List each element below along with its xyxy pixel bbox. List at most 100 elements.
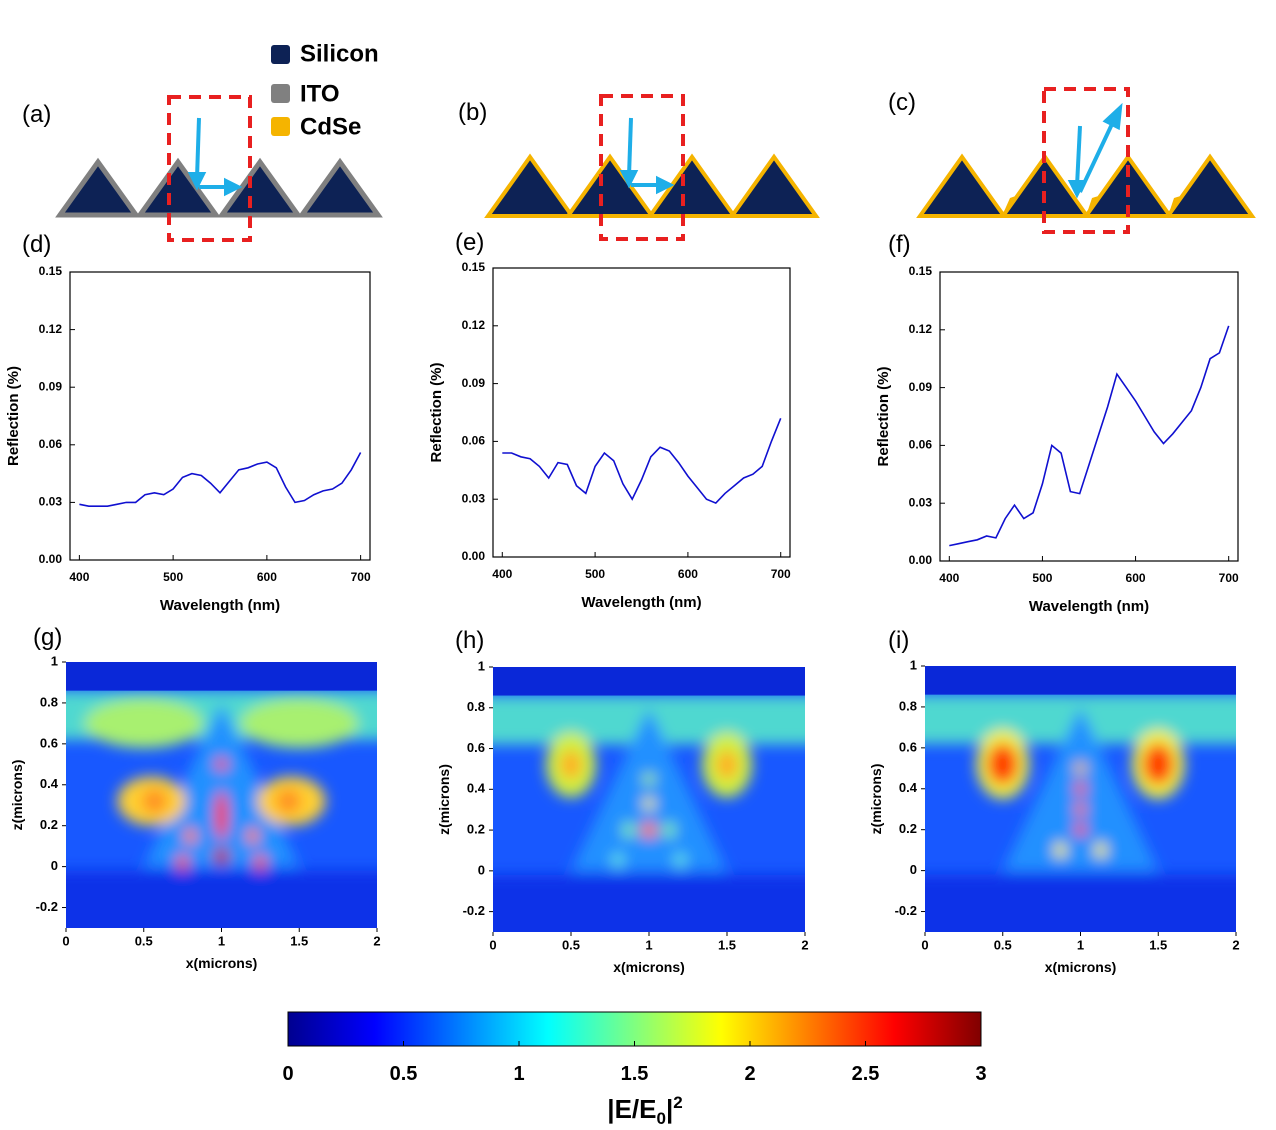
field-spot bbox=[1142, 743, 1174, 785]
x-tick-label: 0 bbox=[489, 937, 496, 952]
colorbar-tick-label: 1.5 bbox=[621, 1063, 649, 1085]
field-spot bbox=[622, 821, 635, 839]
pyramids-cdse bbox=[484, 153, 820, 218]
line bbox=[79, 452, 362, 507]
panel-label: (e) bbox=[455, 229, 484, 256]
x-tick-label: 2 bbox=[801, 937, 808, 952]
y-tick-label: 0.6 bbox=[40, 735, 58, 750]
x-tick-label: 600 bbox=[257, 570, 277, 584]
y-tick-label: -0.2 bbox=[463, 903, 485, 918]
y-tick-label: 0.12 bbox=[39, 322, 63, 336]
x-tick-label: 1.5 bbox=[290, 933, 308, 948]
y-tick-label: 0.4 bbox=[40, 776, 59, 791]
y-tick-label: 0.00 bbox=[39, 552, 63, 566]
y-tick-label: 0.15 bbox=[909, 264, 933, 278]
panel-label: (i) bbox=[888, 627, 909, 654]
field-spot bbox=[1074, 782, 1087, 795]
field-core bbox=[571, 707, 727, 871]
y-axis-label: z(microns) bbox=[9, 760, 25, 831]
y-tick-label: 0.03 bbox=[462, 491, 486, 505]
arrows bbox=[187, 102, 1123, 199]
legend-label: Silicon bbox=[300, 40, 379, 67]
x-tick-label: 1.5 bbox=[718, 937, 736, 952]
y-tick-label: 0.15 bbox=[39, 264, 63, 278]
field-spot bbox=[176, 854, 189, 871]
field bbox=[925, 666, 1236, 932]
field-spot bbox=[673, 852, 687, 869]
field-spot bbox=[254, 854, 267, 871]
y-tick-label: 0.06 bbox=[909, 438, 933, 452]
y-tick-label: 0.06 bbox=[39, 437, 63, 451]
panel-label: (c) bbox=[888, 89, 916, 116]
field-map bbox=[925, 666, 1236, 932]
y-tick-label: 0.4 bbox=[467, 781, 486, 796]
field-spot bbox=[611, 852, 625, 869]
plot-frame bbox=[492, 267, 791, 558]
y-tick-label: 0.09 bbox=[39, 379, 63, 393]
y-tick-label: -0.2 bbox=[895, 903, 917, 918]
panel-label: (d) bbox=[22, 231, 51, 258]
y-axis-label: z(microns) bbox=[868, 764, 884, 835]
field-spot bbox=[240, 698, 359, 748]
panel-label: (a) bbox=[22, 101, 51, 128]
y-tick-label: 1 bbox=[910, 657, 917, 672]
y-tick-label: 0.8 bbox=[40, 694, 58, 709]
field-spot bbox=[987, 743, 1019, 785]
x-axis-label: x(microns) bbox=[1045, 959, 1117, 975]
field-blobs bbox=[925, 694, 1236, 932]
diagram: (a) (b) (c) Silicon ITO CdSe bbox=[22, 40, 1256, 242]
y-tick-label: 0.12 bbox=[909, 322, 933, 336]
field-spot bbox=[275, 788, 301, 814]
field-spot bbox=[663, 821, 676, 839]
y-tick-label: 0.03 bbox=[39, 495, 63, 509]
field-top bbox=[925, 666, 1236, 695]
field-substrate bbox=[493, 874, 805, 932]
y-tick-label: 0.12 bbox=[462, 318, 486, 332]
x-axis-label: x(microns) bbox=[186, 955, 258, 971]
field-spot bbox=[84, 698, 203, 748]
field-spot bbox=[142, 788, 168, 814]
colorbar bbox=[287, 1011, 982, 1047]
panel-label: (f) bbox=[888, 231, 911, 258]
y-tick-label: 0.6 bbox=[899, 739, 917, 754]
y-tick-label: 0.03 bbox=[909, 495, 933, 509]
y-tick-label: 0 bbox=[910, 862, 917, 877]
x-tick-label: 700 bbox=[771, 567, 791, 581]
x-tick-label: 400 bbox=[69, 570, 89, 584]
y-tick-label: 0.2 bbox=[467, 822, 485, 837]
x-tick-label: 600 bbox=[678, 567, 698, 581]
x-axis-label: Wavelength (nm) bbox=[1029, 598, 1149, 615]
field-map bbox=[493, 667, 805, 932]
x-tick-label: 2 bbox=[373, 933, 380, 948]
x-tick-label: 0 bbox=[921, 937, 928, 952]
field-blobs bbox=[493, 695, 805, 932]
legend-swatch bbox=[271, 117, 290, 136]
field-top bbox=[493, 667, 805, 696]
colorbar-tick-label: 0.5 bbox=[390, 1063, 418, 1085]
colorbar-tick-label: 3 bbox=[975, 1063, 986, 1085]
field-spot bbox=[246, 827, 259, 845]
y-tick-label: 0.4 bbox=[899, 780, 918, 795]
label-part: | bbox=[666, 1094, 673, 1124]
y-tick-label: 1 bbox=[51, 653, 58, 668]
line bbox=[949, 325, 1230, 547]
legend-label: CdSe bbox=[300, 113, 361, 140]
field-spot bbox=[1074, 762, 1087, 775]
pyramids bbox=[55, 157, 383, 218]
x-tick-label: 1 bbox=[218, 933, 225, 948]
field-spot bbox=[560, 750, 582, 780]
y-tick-label: 0.00 bbox=[462, 549, 486, 563]
y-tick-label: 0.09 bbox=[462, 376, 486, 390]
dashed-box bbox=[167, 87, 1130, 242]
field-spot bbox=[1074, 803, 1087, 816]
field-spot bbox=[1054, 841, 1067, 859]
x-tick-label: 500 bbox=[585, 567, 605, 581]
x-tick-label: 1 bbox=[1077, 937, 1084, 952]
field-substrate bbox=[925, 874, 1236, 932]
panel-label: (h) bbox=[455, 627, 484, 654]
field-map bbox=[66, 662, 377, 928]
y-axis-label: Reflection (%) bbox=[875, 366, 892, 466]
plot-frame bbox=[69, 271, 371, 561]
plot-frame bbox=[939, 271, 1239, 562]
